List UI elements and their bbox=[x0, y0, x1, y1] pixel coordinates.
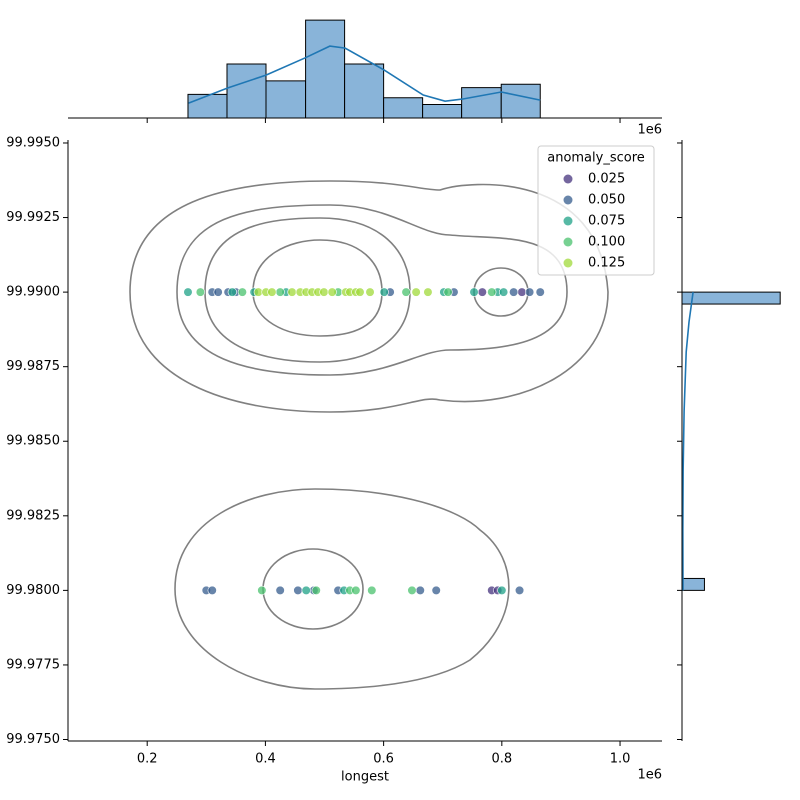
legend-label: 0.025 bbox=[588, 172, 625, 187]
point bbox=[411, 287, 421, 297]
point bbox=[499, 287, 509, 297]
point bbox=[213, 287, 223, 297]
point bbox=[257, 585, 267, 595]
point bbox=[237, 287, 247, 297]
x-tick-label: 0.4 bbox=[255, 752, 276, 767]
point bbox=[287, 287, 297, 297]
x-tick-label: 0.8 bbox=[491, 752, 512, 767]
top-x-offset-label: 1e6 bbox=[637, 123, 662, 138]
x-tick-label: 0.6 bbox=[373, 752, 394, 767]
y-tick-label: 99.9950 bbox=[6, 135, 60, 150]
point bbox=[207, 585, 217, 595]
point bbox=[319, 287, 329, 297]
point bbox=[195, 287, 205, 297]
kde-contours bbox=[129, 180, 609, 690]
contour bbox=[176, 204, 568, 376]
kde-line bbox=[682, 292, 694, 591]
point bbox=[477, 287, 487, 297]
point bbox=[535, 287, 545, 297]
point bbox=[267, 287, 277, 297]
hist-bar bbox=[187, 93, 228, 119]
point bbox=[415, 585, 425, 595]
legend-marker bbox=[563, 174, 573, 184]
point bbox=[311, 585, 321, 595]
legend-marker bbox=[563, 258, 573, 268]
point bbox=[509, 287, 519, 297]
point bbox=[293, 585, 303, 595]
point bbox=[351, 585, 361, 595]
legend-marker bbox=[563, 195, 573, 205]
legend-marker bbox=[563, 216, 573, 226]
contour bbox=[174, 488, 510, 690]
point bbox=[423, 287, 433, 297]
point bbox=[301, 585, 311, 595]
point bbox=[443, 287, 453, 297]
y-tick-label: 99.9800 bbox=[6, 583, 60, 598]
y-tick-label: 99.9850 bbox=[6, 434, 60, 449]
point bbox=[401, 287, 411, 297]
hist-bar bbox=[422, 104, 463, 119]
kde-line bbox=[188, 45, 541, 104]
point bbox=[227, 287, 237, 297]
point bbox=[497, 585, 507, 595]
point bbox=[469, 287, 479, 297]
point bbox=[275, 585, 285, 595]
point bbox=[367, 585, 377, 595]
y-tick-label: 99.9925 bbox=[6, 210, 60, 225]
point bbox=[514, 585, 525, 595]
hist-bar bbox=[344, 63, 385, 119]
point bbox=[365, 287, 375, 297]
y-tick-label: 99.9825 bbox=[6, 508, 60, 523]
hist-bar bbox=[681, 291, 781, 305]
y-tick-label: 99.9875 bbox=[6, 359, 60, 374]
point bbox=[525, 287, 535, 297]
hist-bar bbox=[265, 80, 307, 119]
legend: anomaly_score 0.025 0.050 0.075 0.100 0.125 bbox=[537, 145, 655, 276]
legend-label: 0.050 bbox=[588, 193, 625, 208]
hist-bar bbox=[681, 577, 705, 591]
hist-bar bbox=[226, 63, 267, 119]
legend-marker bbox=[563, 237, 573, 247]
x-tick-label: 0.2 bbox=[137, 752, 158, 767]
hist-bar bbox=[383, 97, 424, 119]
point bbox=[327, 287, 337, 297]
point bbox=[487, 287, 497, 297]
x-tick-label: 1.0 bbox=[610, 752, 631, 767]
point bbox=[431, 585, 441, 595]
point bbox=[253, 287, 263, 297]
point bbox=[517, 287, 527, 297]
hist-bar bbox=[461, 87, 502, 119]
x-axis-label: longest bbox=[341, 770, 389, 785]
point bbox=[275, 287, 285, 297]
hist-bar bbox=[305, 19, 346, 119]
x-offset-label: 1e6 bbox=[637, 768, 662, 783]
contour bbox=[129, 180, 609, 413]
y-tick-label: 99.9750 bbox=[6, 732, 60, 747]
y-tick-label: 99.9900 bbox=[6, 285, 60, 300]
legend-label: 0.125 bbox=[588, 256, 625, 271]
legend-label: 0.075 bbox=[588, 214, 625, 229]
legend-label: 0.100 bbox=[588, 235, 625, 250]
y-tick-label: 99.9775 bbox=[6, 657, 60, 672]
legend-title: anomaly_score bbox=[547, 151, 645, 166]
point bbox=[183, 287, 193, 297]
hist-bar bbox=[500, 83, 541, 119]
point bbox=[407, 585, 417, 595]
point bbox=[379, 287, 389, 297]
point bbox=[355, 287, 365, 297]
